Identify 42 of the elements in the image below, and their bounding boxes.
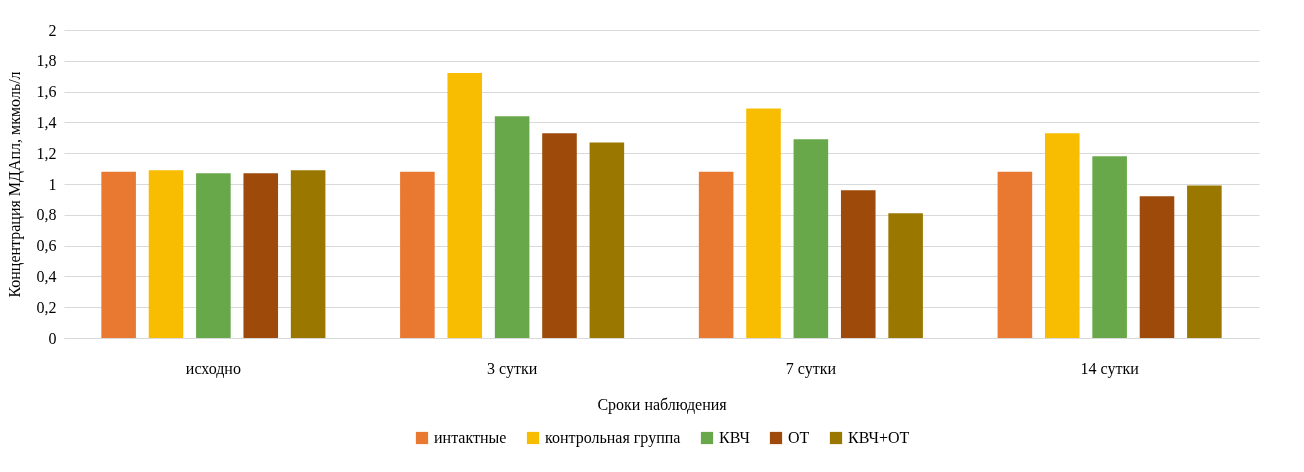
bar <box>589 142 625 338</box>
bar <box>793 139 829 338</box>
bar <box>148 170 184 338</box>
legend-label: ОТ <box>788 429 810 446</box>
bar <box>746 108 781 338</box>
bar <box>698 171 734 338</box>
bar <box>290 170 326 338</box>
bar <box>1139 196 1175 338</box>
y-tick-label: 1,4 <box>36 113 57 131</box>
legend-label: интактные <box>434 429 507 446</box>
y-tick-label: 0 <box>48 329 57 347</box>
bar <box>243 173 279 338</box>
y-tick-label: 0,8 <box>36 206 57 224</box>
bar <box>494 116 530 338</box>
y-tick-label: 2 <box>48 21 57 39</box>
bar <box>997 171 1033 338</box>
x-axis-title: Сроки наблюдения <box>597 395 728 414</box>
bar <box>840 190 876 338</box>
y-tick-label: 1 <box>48 175 57 193</box>
bar <box>542 133 577 338</box>
legend-label: КВЧ <box>719 429 750 446</box>
legend-label: КВЧ+ОТ <box>848 429 910 446</box>
x-tick-label: 3 сутки <box>487 359 538 378</box>
x-tick-label: 7 сутки <box>785 359 837 378</box>
bar <box>888 213 923 338</box>
legend-label: контрольная группа <box>545 429 681 447</box>
y-tick-label: 1,2 <box>36 144 57 162</box>
y-tick-label: 0,4 <box>36 267 57 285</box>
y-tick-label: 1,6 <box>36 83 57 101</box>
x-tick-label: исходно <box>185 359 241 378</box>
bar <box>101 171 136 338</box>
y-tick-label: 1,8 <box>36 52 57 70</box>
y-axis-title: Концентрация МДАпл, мкмоль/л <box>5 71 24 298</box>
bar <box>400 171 435 338</box>
bar <box>1092 156 1127 338</box>
x-tick-label: 14 сутки <box>1080 359 1140 378</box>
y-tick-label: 0,6 <box>36 237 57 255</box>
bar <box>196 173 231 338</box>
bar <box>447 73 483 338</box>
bar <box>1187 185 1222 338</box>
bar <box>1044 133 1080 338</box>
y-tick-label: 0,2 <box>36 298 57 316</box>
